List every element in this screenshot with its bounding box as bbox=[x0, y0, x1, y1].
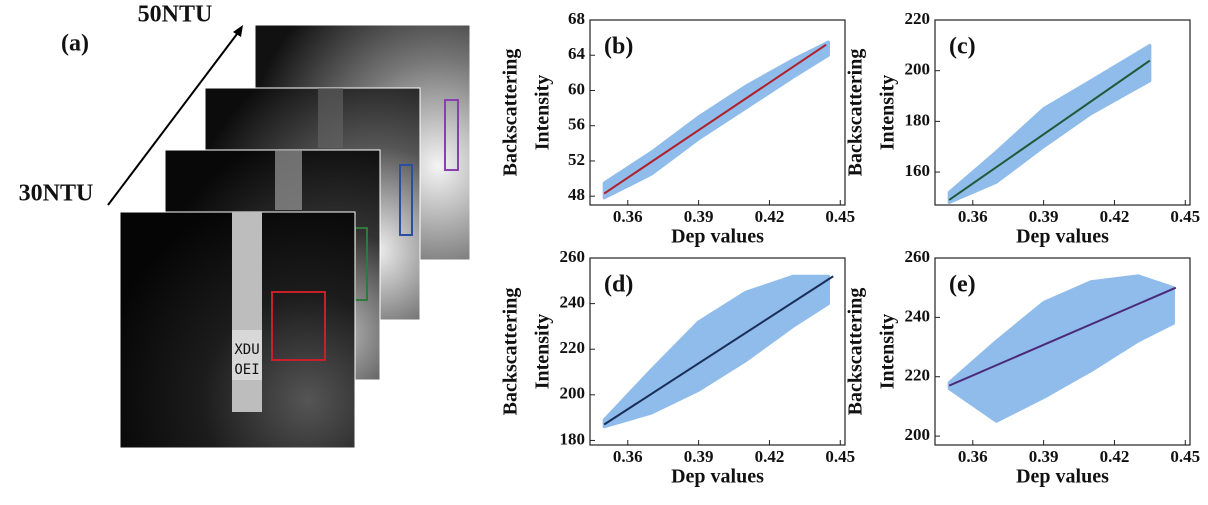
stamp-text: OEI bbox=[234, 362, 259, 378]
panel-label: (a) bbox=[61, 31, 89, 57]
x-axis-label: Dep values bbox=[671, 226, 764, 248]
arrow-label: 30NTU bbox=[19, 181, 94, 207]
stamp-text: XDU bbox=[234, 342, 259, 358]
y-tick-label: 220 bbox=[905, 9, 931, 28]
x-tick-label: 0.36 bbox=[958, 447, 988, 466]
y-tick-label: 220 bbox=[560, 338, 586, 357]
target-strip bbox=[232, 212, 262, 412]
y-tick-label: 200 bbox=[905, 425, 931, 444]
panel-label: (e) bbox=[949, 272, 976, 298]
x-tick-label: 0.45 bbox=[1170, 207, 1200, 226]
panel-label: (c) bbox=[949, 34, 976, 60]
y-tick-label: 48 bbox=[568, 185, 585, 204]
panel-a: XDU OEI (a) 50NTU 30NTU bbox=[19, 2, 471, 449]
fit-line bbox=[603, 275, 834, 426]
y-tick-label: 200 bbox=[905, 60, 931, 79]
x-tick-label: 0.39 bbox=[684, 207, 714, 226]
y-axis-label: Backscattering bbox=[500, 49, 522, 177]
scatter-cloud bbox=[947, 43, 1152, 204]
panel-label: (b) bbox=[604, 34, 633, 60]
scatter-cloud bbox=[947, 274, 1175, 423]
y-tick-label: 68 bbox=[568, 9, 585, 28]
panel-label: (d) bbox=[604, 272, 633, 298]
x-tick-label: 0.45 bbox=[825, 207, 855, 226]
stamp-bg bbox=[232, 330, 262, 380]
y-axis-label: Intensity bbox=[877, 314, 899, 390]
y-tick-label: 180 bbox=[905, 110, 931, 129]
y-tick-label: 180 bbox=[560, 429, 586, 448]
y-tick-label: 220 bbox=[905, 366, 931, 385]
y-tick-label: 160 bbox=[905, 161, 931, 180]
plot-frame bbox=[589, 257, 846, 446]
y-tick-label: 52 bbox=[568, 150, 585, 169]
plot-frame bbox=[934, 19, 1191, 206]
y-tick-label: 260 bbox=[560, 247, 586, 266]
y-tick-label: 64 bbox=[568, 44, 586, 63]
x-tick-label: 0.36 bbox=[613, 447, 643, 466]
y-axis-label: Backscattering bbox=[500, 288, 522, 416]
y-tick-label: 60 bbox=[568, 79, 585, 98]
y-axis-label: Intensity bbox=[532, 314, 554, 390]
roi-box bbox=[399, 164, 413, 236]
arrow-label: 50NTU bbox=[138, 2, 213, 28]
plot-frame bbox=[934, 257, 1191, 446]
fit-line bbox=[603, 43, 827, 195]
fit-line bbox=[948, 59, 1151, 201]
x-tick-label: 0.45 bbox=[825, 447, 855, 466]
arrow-head bbox=[233, 25, 243, 37]
y-tick-label: 56 bbox=[568, 115, 585, 134]
target-strip bbox=[275, 150, 302, 210]
x-tick-label: 0.39 bbox=[1029, 207, 1059, 226]
x-tick-label: 0.39 bbox=[1029, 447, 1059, 466]
fit-line bbox=[948, 286, 1177, 387]
roi-box bbox=[271, 291, 326, 361]
y-tick-label: 260 bbox=[905, 247, 931, 266]
x-tick-label: 0.42 bbox=[1100, 207, 1130, 226]
x-tick-label: 0.36 bbox=[613, 207, 643, 226]
arrow bbox=[107, 29, 241, 206]
x-tick-label: 0.42 bbox=[755, 447, 785, 466]
y-tick-label: 240 bbox=[905, 306, 931, 325]
x-tick-label: 0.36 bbox=[958, 207, 988, 226]
y-axis-label: Backscattering bbox=[845, 49, 867, 177]
y-axis-label: Backscattering bbox=[845, 288, 867, 416]
x-tick-label: 0.42 bbox=[755, 207, 785, 226]
y-axis-label: Intensity bbox=[877, 75, 899, 151]
x-tick-label: 0.42 bbox=[1100, 447, 1130, 466]
y-axis-label: Intensity bbox=[532, 75, 554, 151]
y-tick-label: 240 bbox=[560, 293, 586, 312]
x-axis-label: Dep values bbox=[1016, 466, 1109, 488]
roi-box bbox=[444, 99, 459, 171]
x-tick-label: 0.45 bbox=[1170, 447, 1200, 466]
target-strip bbox=[318, 88, 343, 148]
x-tick-label: 0.39 bbox=[684, 447, 714, 466]
x-axis-label: Dep values bbox=[671, 466, 764, 488]
y-tick-label: 200 bbox=[560, 384, 586, 403]
x-axis-label: Dep values bbox=[1016, 226, 1109, 248]
plot-frame bbox=[589, 19, 846, 206]
